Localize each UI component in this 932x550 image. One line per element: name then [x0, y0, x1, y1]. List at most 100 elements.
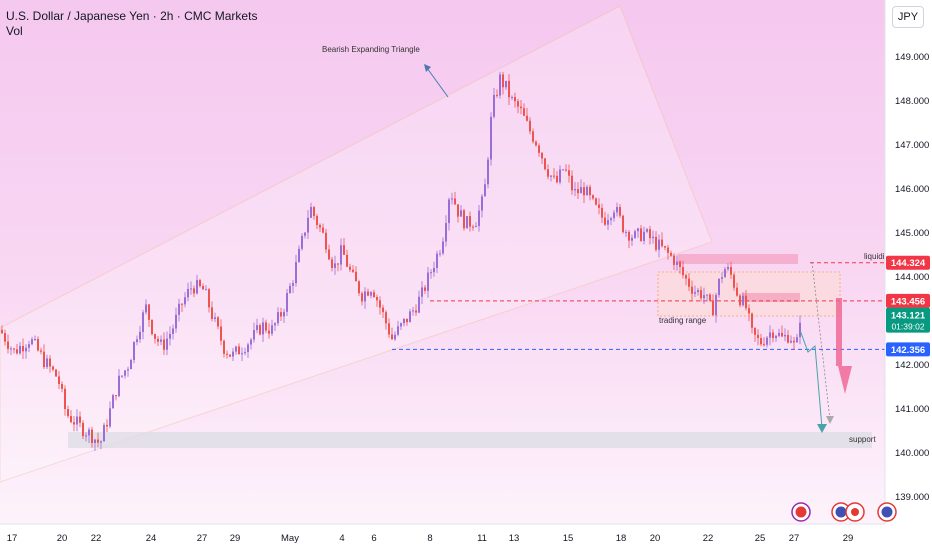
- candle-body: [397, 326, 399, 335]
- candle-body: [799, 322, 801, 338]
- candle-body: [241, 353, 243, 355]
- time-tick-label: 27: [197, 533, 208, 544]
- candle-body: [358, 281, 360, 294]
- candle-body: [589, 186, 591, 196]
- candle-body: [130, 360, 132, 370]
- candle-body: [622, 215, 624, 233]
- candle-body: [559, 169, 561, 183]
- candle-body: [400, 323, 402, 327]
- time-tick-label: 4: [339, 533, 344, 544]
- candle-body: [331, 259, 333, 268]
- candle-body: [31, 339, 33, 345]
- candle-body: [157, 338, 159, 342]
- candle-body: [586, 186, 588, 196]
- price-tick-label: 140.000: [895, 448, 929, 459]
- price-axis[interactable]: [885, 0, 932, 550]
- candle-body: [160, 339, 162, 342]
- candle-body: [658, 239, 660, 250]
- candle-body: [67, 409, 69, 417]
- candle-body: [715, 295, 717, 316]
- candle-body: [571, 175, 573, 191]
- candle-body: [613, 212, 615, 219]
- candle-body: [55, 369, 57, 377]
- candle-body: [736, 287, 738, 296]
- candle-body: [520, 106, 522, 109]
- time-axis[interactable]: [0, 524, 885, 550]
- candle-body: [94, 439, 96, 443]
- time-tick-label: May: [281, 533, 299, 544]
- candle-body: [595, 198, 597, 205]
- candle-body: [214, 317, 216, 319]
- candle-body: [778, 332, 780, 336]
- candle-body: [115, 395, 117, 397]
- candle-body: [256, 325, 258, 331]
- candle-body: [283, 311, 285, 317]
- candle-body: [427, 272, 429, 291]
- candle-body: [787, 334, 789, 343]
- currency-button[interactable]: JPY: [892, 6, 924, 28]
- time-tick-label: 11: [477, 533, 487, 544]
- candle-body: [379, 300, 381, 308]
- candle-body: [421, 287, 423, 297]
- candle-body: [193, 288, 195, 294]
- candle-body: [652, 236, 654, 239]
- candle-body: [37, 338, 39, 351]
- candle-body: [496, 94, 498, 96]
- candle-body: [481, 196, 483, 211]
- candle-body: [763, 344, 765, 346]
- candle-body: [442, 241, 444, 254]
- candle-body: [376, 297, 378, 301]
- candle-body: [304, 232, 306, 236]
- support-label: support: [849, 435, 876, 444]
- candle-body: [628, 231, 630, 241]
- pattern-pointer-head: [424, 64, 431, 72]
- symbol-title[interactable]: U.S. Dollar / Japanese Yen · 2h · CMC Ma…: [6, 9, 258, 23]
- candle-body: [574, 189, 576, 191]
- candle-body: [286, 293, 288, 312]
- candle-body: [541, 152, 543, 159]
- candle-body: [730, 267, 732, 275]
- candle-body: [526, 115, 528, 121]
- candle-body: [436, 253, 438, 269]
- candle-body: [418, 296, 420, 313]
- candle-body: [610, 218, 612, 221]
- liquidity-zone: [678, 254, 798, 264]
- candle-body: [733, 274, 735, 288]
- candle-body: [49, 358, 51, 367]
- candle-body: [484, 184, 486, 197]
- candle-body: [604, 217, 606, 225]
- event-icons[interactable]: [791, 502, 897, 522]
- candle-body: [679, 261, 681, 268]
- candle-body: [76, 416, 78, 425]
- candle-body: [361, 293, 363, 302]
- candle-body: [109, 408, 111, 427]
- candle-body: [685, 275, 687, 279]
- candle-body: [43, 351, 45, 368]
- countdown-label: 01:39:02: [891, 322, 924, 332]
- candle-body: [676, 261, 678, 265]
- candle-body: [247, 344, 249, 353]
- projection-arrowhead: [817, 424, 827, 433]
- candle-body: [97, 439, 99, 443]
- us-flag-icon: [881, 506, 893, 518]
- candle-body: [349, 266, 351, 270]
- candle-body: [169, 333, 171, 339]
- time-tick-label: 17: [7, 533, 18, 544]
- candle-body: [691, 286, 693, 294]
- candle-body: [298, 248, 300, 263]
- candle-body: [535, 141, 537, 146]
- candle-body: [85, 435, 87, 437]
- candle-body: [319, 224, 321, 228]
- candle-body: [190, 288, 192, 290]
- candle-body: [22, 345, 24, 352]
- candle-body: [508, 80, 510, 98]
- candle-body: [451, 198, 453, 200]
- price-tick-label: 146.000: [895, 184, 929, 195]
- candle-body: [643, 231, 645, 241]
- volume-label[interactable]: Vol: [6, 24, 23, 38]
- candle-body: [229, 354, 231, 357]
- candle-body: [538, 145, 540, 153]
- candle-body: [625, 231, 627, 233]
- candle-body: [145, 304, 147, 313]
